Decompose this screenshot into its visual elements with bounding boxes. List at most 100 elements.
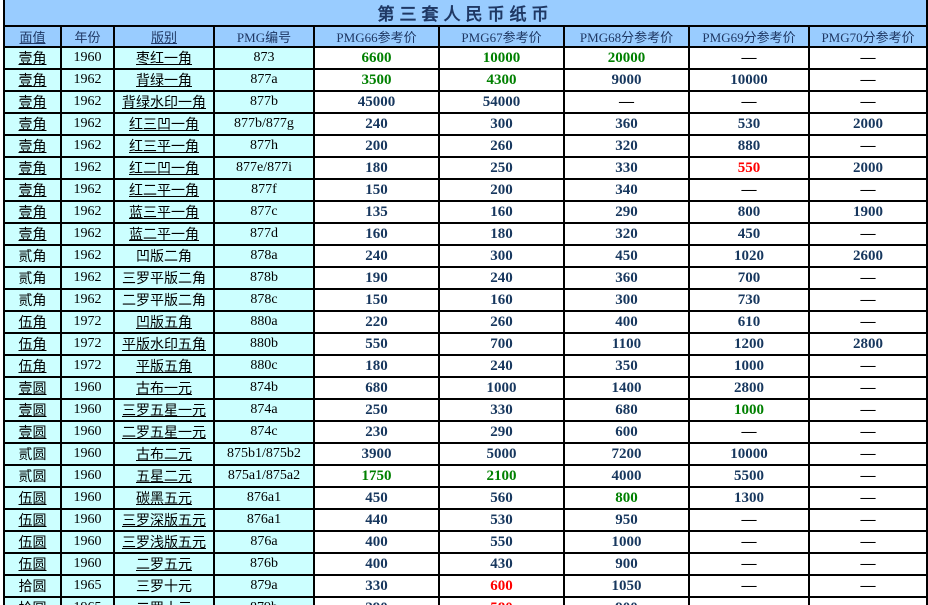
table-row: 壹角 1962 背绿水印一角 877b 45000 54000— — — <box>3 90 928 114</box>
pmg69-price-cell: 880 <box>688 134 810 158</box>
pmg67-price-cell: 200 <box>438 178 565 202</box>
face-value-cell: 壹圆 <box>3 398 62 422</box>
pmg-number-cell: 879a <box>213 574 315 598</box>
face-value-cell: 贰角 <box>3 244 62 268</box>
pmg66-price-cell: 1750 <box>313 464 440 488</box>
pmg70-price-cell: — <box>807 90 928 114</box>
face-value-cell: 壹角 <box>3 68 62 92</box>
pmg66-price-cell: 135 <box>313 200 440 224</box>
table-row: 伍角 1972 平版五角 880c 180 240 350 1000— <box>3 354 928 378</box>
pmg-number-cell: 877a <box>213 68 315 92</box>
face-value-cell: 壹圆 <box>3 376 62 400</box>
pmg70-price-cell: — <box>807 398 928 422</box>
pmg68-price-cell: 360 <box>563 112 690 136</box>
pmg69-price-cell: 700 <box>688 266 810 290</box>
pmg69-price-cell: — <box>688 530 810 554</box>
column-header-pmg69-price: PMG69分参考价 <box>688 25 810 48</box>
pmg67-price-cell: 250 <box>438 156 565 180</box>
face-value-cell: 贰角 <box>3 288 62 312</box>
pmg66-price-cell: 220 <box>313 310 440 334</box>
table-row: 壹角 1962 红二平一角 877f 150 200 340— — <box>3 178 928 202</box>
pmg67-price-cell: 54000 <box>438 90 565 114</box>
year-cell: 1962 <box>60 178 115 202</box>
pmg66-price-cell: 200 <box>313 134 440 158</box>
column-header-pmg68-price: PMG68分参考价 <box>563 25 690 48</box>
pmg70-price-cell: — <box>807 508 928 532</box>
pmg70-price-cell: — <box>807 442 928 466</box>
version-cell: 碳黑五元 <box>113 486 215 510</box>
table-row: 伍圆 1960 三罗深版五元 876a1 440 530 950— — <box>3 508 928 532</box>
pmg68-price-cell: 4000 <box>563 464 690 488</box>
face-value-cell: 贰圆 <box>3 464 62 488</box>
face-value-cell: 壹角 <box>3 90 62 114</box>
pmg70-price-cell: 2000 <box>807 156 928 180</box>
pmg-number-cell: 874a <box>213 398 315 422</box>
pmg68-price-cell: 400 <box>563 310 690 334</box>
year-cell: 1960 <box>60 398 115 422</box>
pmg70-price-cell: — <box>807 464 928 488</box>
year-cell: 1960 <box>60 442 115 466</box>
table-row: 伍圆 1960 二罗五元 876b 400 430 900— — <box>3 552 928 576</box>
page-title: 第三套人民币纸币 <box>2 0 928 27</box>
table-row: 伍圆 1960 三罗浅版五元 876a 400 550 1000— — <box>3 530 928 554</box>
pmg67-price-cell: 160 <box>438 288 565 312</box>
pmg67-price-cell: 430 <box>438 552 565 576</box>
pmg69-price-cell: 10000 <box>688 442 810 466</box>
face-value-cell: 伍角 <box>3 332 62 356</box>
pmg68-price-cell: 900 <box>563 596 690 605</box>
pmg-number-cell: 876a <box>213 530 315 554</box>
pmg70-price-cell: 1900 <box>807 200 928 224</box>
pmg69-price-cell: 2800 <box>688 376 810 400</box>
pmg69-price-cell: 1200 <box>688 332 810 356</box>
pmg-number-cell: 874b <box>213 376 315 400</box>
table-row: 拾圆 1965 三罗十元 879a 330 600 1050— — <box>3 574 928 598</box>
pmg69-price-cell: — <box>688 178 810 202</box>
year-cell: 1972 <box>60 354 115 378</box>
pmg66-price-cell: 550 <box>313 332 440 356</box>
table-row: 壹角 1960 枣红一角 873 6600 10000 20000— — <box>3 46 928 70</box>
version-cell: 三罗十元 <box>113 574 215 598</box>
pmg70-price-cell: — <box>807 222 928 246</box>
version-cell: 三罗深版五元 <box>113 508 215 532</box>
pmg69-price-cell: — <box>688 596 810 605</box>
pmg69-price-cell: 1000 <box>688 354 810 378</box>
face-value-cell: 壹角 <box>3 178 62 202</box>
column-header-pmg67-price: PMG67参考价 <box>438 25 565 48</box>
year-cell: 1960 <box>60 552 115 576</box>
pmg69-price-cell: 10000 <box>688 68 810 92</box>
table-row: 伍角 1972 平版水印五角 880b 550 700 1100 1200 2800 <box>3 332 928 356</box>
pmg-number-cell: 875a1/875a2 <box>213 464 315 488</box>
pmg69-price-cell: 1000 <box>688 398 810 422</box>
pmg68-price-cell: 20000 <box>563 46 690 70</box>
pmg66-price-cell: 3900 <box>313 442 440 466</box>
version-cell: 红二凹一角 <box>113 156 215 180</box>
pmg-number-cell: 877h <box>213 134 315 158</box>
pmg70-price-cell: — <box>807 486 928 510</box>
face-value-cell: 拾圆 <box>3 596 62 605</box>
pmg68-price-cell: 9000 <box>563 68 690 92</box>
version-cell: 五星二元 <box>113 464 215 488</box>
pmg70-price-cell: 2000 <box>807 112 928 136</box>
pmg-number-cell: 876b <box>213 552 315 576</box>
pmg66-price-cell: 330 <box>313 574 440 598</box>
version-cell: 平版水印五角 <box>113 332 215 356</box>
pmg70-price-cell: — <box>807 596 928 605</box>
version-cell: 凹版二角 <box>113 244 215 268</box>
pmg69-price-cell: 610 <box>688 310 810 334</box>
version-cell: 蓝二平一角 <box>113 222 215 246</box>
table-row: 贰角 1962 三罗平版二角 878b 190 240 360 700— <box>3 266 928 290</box>
pmg-number-cell: 877e/877i <box>213 156 315 180</box>
pmg69-price-cell: — <box>688 508 810 532</box>
pmg67-price-cell: 530 <box>438 508 565 532</box>
version-cell: 平版五角 <box>113 354 215 378</box>
pmg-number-cell: 878c <box>213 288 315 312</box>
pmg67-price-cell: 600 <box>438 574 565 598</box>
version-cell: 古布二元 <box>113 442 215 466</box>
pmg68-price-cell: 950 <box>563 508 690 532</box>
pmg69-price-cell: 1300 <box>688 486 810 510</box>
table-row: 壹角 1962 红三凹一角 877b/877g 240 300 360 530 2000 <box>3 112 928 136</box>
pmg66-price-cell: 190 <box>313 266 440 290</box>
face-value-cell: 拾圆 <box>3 574 62 598</box>
table-row: 贰角 1962 凹版二角 878a 240 300 450 1020 2600 <box>3 244 928 268</box>
pmg67-price-cell: 1000 <box>438 376 565 400</box>
